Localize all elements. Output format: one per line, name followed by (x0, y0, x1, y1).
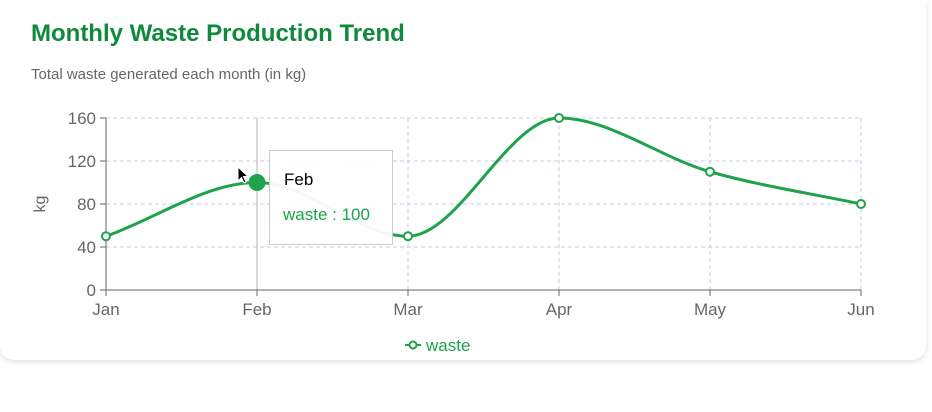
y-axis-label: kg (32, 196, 49, 213)
y-tick-label-80: 80 (77, 195, 96, 214)
x-tick-label-feb: Feb (242, 300, 271, 319)
tooltip-series: waste (283, 205, 328, 224)
point-jan (101, 231, 111, 242)
y-tick-label-0: 0 (87, 281, 96, 300)
point-may (705, 166, 715, 177)
tooltip-value: waste : 100 (283, 205, 370, 225)
x-tick-label-apr: Apr (546, 300, 573, 319)
y-tick-label-160: 160 (68, 109, 96, 128)
chart-title: Monthly Waste Production Trend (31, 20, 405, 47)
x-tick-label-may: May (694, 300, 727, 319)
legend-marker-icon (408, 340, 418, 350)
point-jun (856, 199, 866, 209)
legend[interactable]: waste (405, 336, 470, 355)
x-tick-label-mar: Mar (393, 300, 423, 319)
x-tick-label-jun: Jun (847, 300, 874, 319)
tooltip-number: 100 (341, 205, 370, 224)
y-tick-label-120: 120 (68, 152, 96, 171)
chart-subtitle: Total waste generated each month (in kg) (31, 66, 307, 83)
series-line-waste (105, 116, 862, 238)
tooltip-label: Feb (284, 170, 314, 189)
tooltip-separator: : (327, 205, 342, 224)
series-waste (101, 113, 866, 242)
x-tick-label-jan: Jan (92, 300, 119, 319)
axes (100, 117, 862, 296)
y-tick-label-40: 40 (77, 238, 96, 257)
grid-lines (106, 117, 862, 290)
chart-card: Monthly Waste Production Trend Total was… (31, 20, 405, 83)
point-mar (403, 231, 413, 242)
tick-labels: 0 40 80 120 160 Jan Feb Mar Apr May Jun kg (32, 109, 875, 319)
mouse-cursor-icon (237, 166, 250, 184)
active-point-feb (248, 174, 266, 191)
point-apr (554, 113, 564, 123)
legend-label-waste: waste (425, 336, 470, 355)
tooltip: Feb waste : 100 (269, 150, 393, 245)
